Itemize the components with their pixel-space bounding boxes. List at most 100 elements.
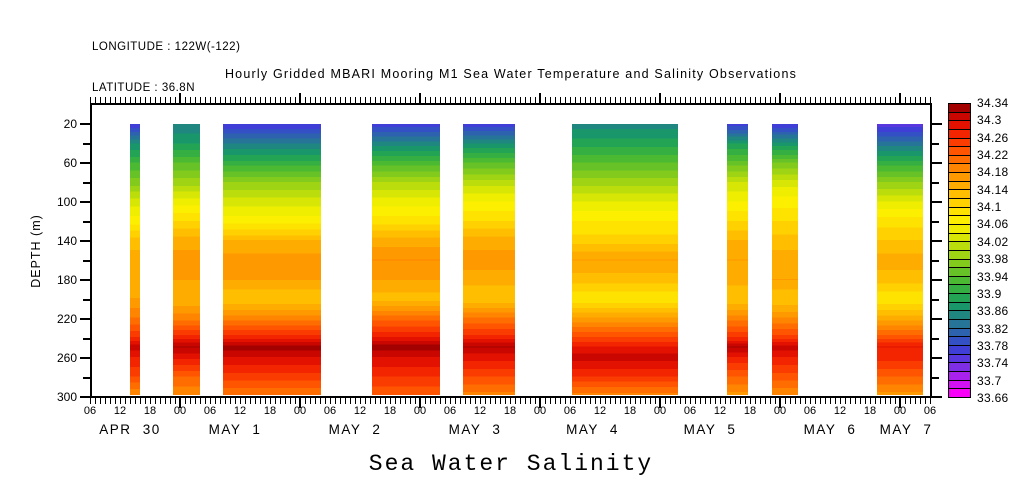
x-tick-top: [524, 97, 526, 103]
x-tick-bottom: [479, 398, 481, 404]
x-tick-top: [704, 97, 706, 103]
y-tick-right: [932, 162, 942, 164]
x-date-label: MAY 2: [328, 422, 382, 437]
x-tick-top: [664, 97, 666, 103]
x-tick-top: [654, 97, 656, 103]
colorbar-cell: [949, 276, 970, 286]
x-tick-top: [99, 97, 101, 103]
colorbar-label: 33.86: [977, 304, 1009, 319]
x-tick-bottom: [344, 398, 346, 404]
x-tick-top: [579, 97, 581, 103]
x-tick-top: [689, 97, 691, 103]
x-tick-bottom: [879, 398, 881, 404]
x-tick-bottom: [124, 398, 126, 404]
x-tick-top: [359, 97, 361, 103]
x-tick-top: [554, 97, 556, 103]
x-tick-bottom: [434, 398, 436, 404]
x-tick-bottom: [99, 398, 101, 404]
colorbar-cell: [949, 173, 970, 182]
x-date-label: MAY 7: [879, 422, 933, 437]
x-tick-bottom: [569, 398, 571, 404]
x-tick-bottom: [804, 398, 806, 404]
x-tick-bottom: [669, 398, 671, 404]
x-tick-bottom: [259, 398, 261, 404]
heatmap-band: [172, 124, 200, 395]
heatmap-band: [463, 124, 515, 395]
x-tick-bottom: [864, 398, 866, 404]
x-tick-top: [254, 97, 256, 103]
colorbar-cell: [949, 328, 970, 338]
x-tick-bottom: [894, 398, 896, 404]
x-tick-top: [764, 97, 766, 103]
x-tick-bottom: [389, 398, 391, 404]
x-tick-top: [719, 97, 721, 103]
colorbar-label: 34.26: [977, 130, 1009, 145]
colorbar-label: 33.94: [977, 269, 1009, 284]
x-tick-bottom: [134, 398, 136, 404]
x-tick-top: [699, 97, 701, 103]
y-tick-left: [83, 376, 90, 379]
x-tick-top: [484, 97, 486, 103]
x-tick-top: [614, 97, 616, 103]
x-tick-bottom: [689, 398, 691, 404]
x-tick-top: [174, 97, 176, 103]
x-tick-top: [574, 97, 576, 103]
x-tick-top: [154, 97, 156, 103]
x-tick-top: [134, 97, 136, 103]
x-tick-bottom: [409, 398, 411, 404]
x-tick-top: [454, 97, 456, 103]
x-tick-top: [229, 97, 231, 103]
x-tick-top: [374, 97, 376, 103]
colorbar-cell: [949, 190, 970, 200]
colorbar-cell: [949, 363, 970, 372]
x-hour-label: 18: [503, 405, 517, 417]
x-tick-top: [309, 97, 311, 103]
y-tick-right: [932, 376, 939, 379]
latitude-text: LATITUDE : 36.8N: [92, 81, 196, 94]
colorbar-label: 34.06: [977, 217, 1009, 232]
y-tick-left: [80, 396, 90, 398]
x-tick-bottom: [799, 398, 801, 404]
x-tick-bottom: [249, 398, 251, 404]
x-tick-top: [409, 97, 411, 103]
x-tick-bottom: [674, 398, 676, 404]
x-tick-top: [244, 97, 246, 103]
colorbar-cell: [949, 302, 970, 312]
x-tick-bottom: [564, 398, 566, 404]
x-hour-label: 06: [923, 405, 937, 417]
x-tick-bottom: [254, 398, 256, 404]
x-tick-top: [559, 97, 561, 103]
x-tick-bottom: [94, 398, 96, 404]
x-tick-bottom: [304, 398, 306, 404]
x-tick-bottom: [429, 398, 431, 404]
x-tick-bottom: [554, 398, 556, 404]
x-hour-label: 06: [563, 405, 577, 417]
x-tick-top: [164, 97, 166, 103]
x-hour-label: 12: [833, 405, 847, 417]
x-tick-bottom: [289, 398, 291, 404]
x-tick-top: [909, 97, 911, 103]
x-tick-bottom: [339, 398, 341, 404]
x-tick-bottom: [129, 398, 131, 404]
x-tick-top: [294, 97, 296, 103]
colorbar-cell: [949, 112, 970, 122]
x-tick-bottom: [384, 398, 386, 404]
x-hour-label: 00: [413, 405, 427, 417]
x-hour-label: 00: [773, 405, 787, 417]
y-tick-label: 20: [63, 117, 77, 131]
x-tick-bottom: [204, 398, 206, 404]
x-tick-top: [824, 97, 826, 103]
x-tick-top: [424, 97, 426, 103]
x-tick-bottom: [314, 398, 316, 404]
x-tick-bottom: [149, 398, 151, 404]
x-tick-top: [794, 97, 796, 103]
x-date-label: MAY 5: [683, 422, 737, 437]
y-tick-right: [932, 298, 939, 301]
colorbar-label: 33.82: [977, 321, 1009, 336]
x-tick-top: [259, 97, 261, 103]
x-tick-top: [629, 97, 631, 103]
colorbar-label: 34.14: [977, 182, 1009, 197]
x-tick-bottom: [604, 398, 606, 404]
x-tick-bottom: [164, 398, 166, 404]
